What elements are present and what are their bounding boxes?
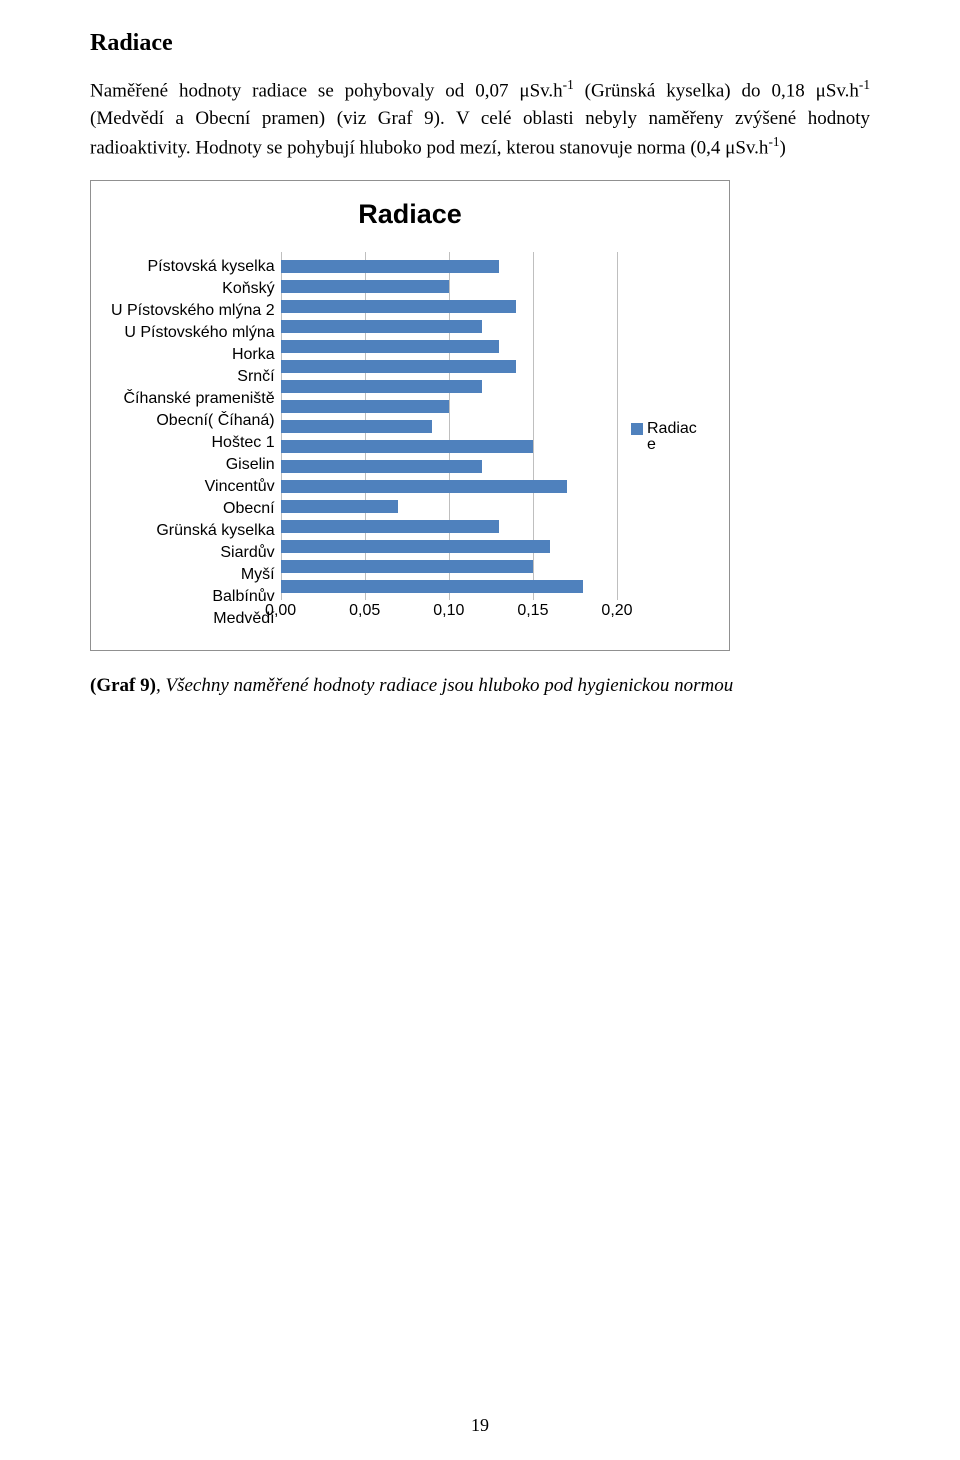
chart-legend: Radiac e <box>617 256 709 630</box>
bar <box>281 320 483 333</box>
bar <box>281 480 567 493</box>
bar-row <box>281 256 617 276</box>
bar <box>281 580 584 593</box>
bar-row <box>281 556 617 576</box>
bar <box>281 460 483 473</box>
bar <box>281 500 399 513</box>
bar-row <box>281 316 617 336</box>
plot-column: 0,000,050,100,150,20 <box>281 256 617 630</box>
x-axis: 0,000,050,100,150,20 <box>281 602 617 630</box>
bar-row <box>281 376 617 396</box>
y-tick-label: Pístovská kyselka <box>147 256 274 278</box>
x-tick-label: 0,05 <box>349 602 380 620</box>
bar <box>281 440 533 453</box>
page-number: 19 <box>0 1415 960 1436</box>
bars-area <box>281 256 617 596</box>
x-tick-label: 0,00 <box>265 602 296 620</box>
bar <box>281 540 550 553</box>
body-paragraph: Naměřené hodnoty radiace se pohybovaly o… <box>90 75 870 162</box>
y-tick-label: Koňský <box>222 278 274 300</box>
legend-inner: Radiac e <box>631 421 697 455</box>
para-part-2: (Grünská kyselka) do 0,18 μSv.h <box>574 80 859 101</box>
x-tick-label: 0,20 <box>601 602 632 620</box>
caption-text: , Všechny naměřené hodnoty radiace jsou … <box>156 675 733 696</box>
chart-plot: Pístovská kyselkaKoňskýU Pístovského mlý… <box>111 256 617 630</box>
figure-caption: (Graf 9), Všechny naměřené hodnoty radia… <box>90 675 870 697</box>
bars-container <box>281 256 617 596</box>
y-axis-labels: Pístovská kyselkaKoňskýU Pístovského mlý… <box>111 256 281 630</box>
chart-frame: Radiace Pístovská kyselkaKoňskýU Pístovs… <box>90 180 730 651</box>
bar-row <box>281 576 617 596</box>
y-tick-label: U Pístovského mlýna <box>124 322 274 344</box>
legend-label-line2: e <box>631 437 656 454</box>
bar-row <box>281 276 617 296</box>
bar-row <box>281 456 617 476</box>
bar-row <box>281 296 617 316</box>
bar <box>281 400 449 413</box>
caption-ref: (Graf 9) <box>90 675 156 696</box>
bar-row <box>281 436 617 456</box>
bar <box>281 520 500 533</box>
bar <box>281 380 483 393</box>
superscript-1: -1 <box>563 77 574 92</box>
bar-row <box>281 416 617 436</box>
bar <box>281 420 432 433</box>
bar-row <box>281 336 617 356</box>
bar-row <box>281 536 617 556</box>
y-tick-label: Horka <box>232 344 275 366</box>
superscript-3: -1 <box>768 134 779 149</box>
bar-row <box>281 496 617 516</box>
page: Radiace Naměřené hodnoty radiace se pohy… <box>0 0 960 1460</box>
y-tick-label: Hoštec 1 <box>211 432 274 454</box>
y-tick-label: Myší <box>241 564 275 586</box>
y-tick-label: Srnčí <box>237 366 274 388</box>
y-tick-label: Číhanské prameniště <box>123 388 274 410</box>
legend-row: Radiac <box>631 421 697 438</box>
y-tick-label: Vincentův <box>205 476 275 498</box>
legend-label-line1: Radiac <box>647 421 697 438</box>
bar-row <box>281 476 617 496</box>
bar-row <box>281 356 617 376</box>
y-tick-label: Siardův <box>220 542 274 564</box>
bar-row <box>281 516 617 536</box>
section-heading: Radiace <box>90 30 870 57</box>
bar <box>281 260 500 273</box>
legend-swatch <box>631 423 643 435</box>
bar-row <box>281 396 617 416</box>
y-tick-label: Obecní( Číhaná) <box>156 410 274 432</box>
y-tick-label: Giselin <box>226 454 275 476</box>
bar <box>281 280 449 293</box>
superscript-2: -1 <box>859 77 870 92</box>
bar <box>281 360 516 373</box>
bar <box>281 560 533 573</box>
para-part-1: Naměřené hodnoty radiace se pohybovaly o… <box>90 80 563 101</box>
chart-title: Radiace <box>111 199 709 230</box>
para-part-4: ) <box>780 138 786 159</box>
bar <box>281 300 516 313</box>
chart-body: Pístovská kyselkaKoňskýU Pístovského mlý… <box>111 256 709 630</box>
y-tick-label: U Pístovského mlýna 2 <box>111 300 275 322</box>
x-tick-label: 0,15 <box>517 602 548 620</box>
y-tick-label: Obecní <box>223 498 275 520</box>
bar <box>281 340 500 353</box>
x-tick-label: 0,10 <box>433 602 464 620</box>
y-tick-label: Grünská kyselka <box>156 520 274 542</box>
para-part-3: (Medvědí a Obecní pramen) (viz Graf 9). … <box>90 108 870 159</box>
